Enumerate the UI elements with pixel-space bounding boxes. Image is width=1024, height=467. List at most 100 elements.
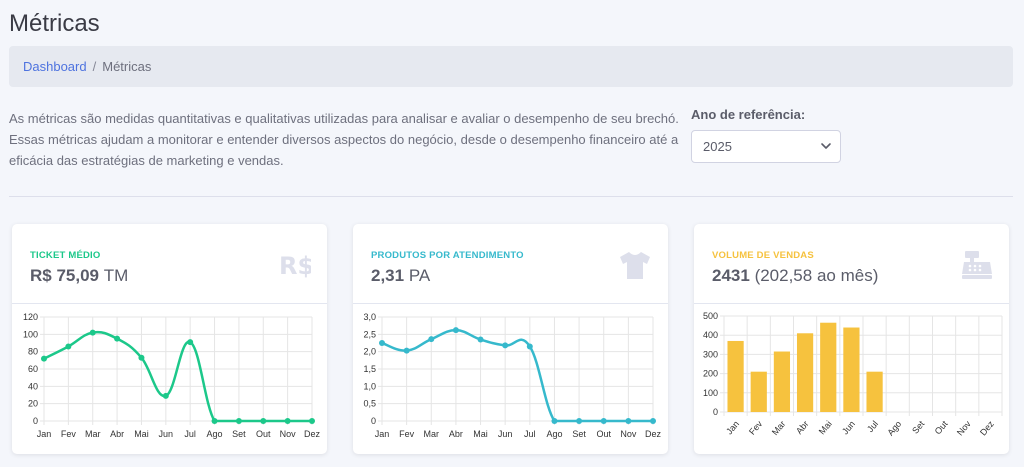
metric-value: R$ 75,09 xyxy=(30,266,99,285)
data-point xyxy=(551,418,558,424)
breadcrumb-separator: / xyxy=(92,59,97,74)
page-title: Métricas xyxy=(9,10,100,37)
x-tick-label: Nov xyxy=(280,429,297,439)
data-point xyxy=(65,343,72,350)
y-tick-label: 0 xyxy=(713,407,718,417)
x-tick-label: Fev xyxy=(399,429,415,439)
bar xyxy=(843,327,860,412)
y-tick-label: 80 xyxy=(28,347,38,357)
data-point xyxy=(502,342,509,349)
data-point xyxy=(600,418,607,424)
card-volume-vendas: VOLUME DE VENDAS 2431 (202,58 ao mês) 0 1… xyxy=(694,224,1009,454)
divider xyxy=(9,196,1013,197)
data-point xyxy=(187,339,194,346)
x-tick-label: Dez xyxy=(304,429,321,439)
y-tick-label: 0,5 xyxy=(363,399,376,409)
ticket-medio-chart: 0 20 40 60 80 100 120 Jan Fev Mar Abr Mai Jun Jul Ago S… xyxy=(23,312,321,439)
data-point xyxy=(235,418,242,424)
data-point xyxy=(576,418,583,424)
bar xyxy=(773,351,791,412)
x-tick-label: Out xyxy=(596,429,611,439)
x-tick-label: Dez xyxy=(978,418,996,437)
x-tick-label: Out xyxy=(256,429,271,439)
x-tick-label: Jul xyxy=(184,429,196,439)
chart-area: 0 0,5 1,0 1,5 2,0 2,5 3,0 Jan Fev Mar Abr Mai Jun Jul… xyxy=(353,304,668,454)
breadcrumb-current: Métricas xyxy=(102,59,152,74)
x-tick-label: Nov xyxy=(620,429,637,439)
y-tick-label: 120 xyxy=(23,312,38,322)
card-kicker: TICKET MÉDIO xyxy=(30,250,101,261)
breadcrumb-link-dashboard[interactable]: Dashboard xyxy=(23,59,87,74)
y-tick-label: 20 xyxy=(28,399,38,409)
card-kicker: VOLUME DE VENDAS xyxy=(712,250,814,261)
intro-text: As métricas são medidas quantitativas e … xyxy=(9,111,679,168)
data-point xyxy=(309,418,315,424)
y-tick-label: 1,0 xyxy=(363,381,376,391)
data-point xyxy=(138,354,145,361)
data-point xyxy=(477,336,484,343)
volume-vendas-chart: 0 100 200 300 400 500 Jan Fev Mar Abr Mai Jun Jul Ago… xyxy=(703,311,1003,438)
bar xyxy=(820,322,837,412)
x-tick-label: Jun xyxy=(498,429,513,439)
tshirt-icon xyxy=(620,252,650,279)
data-point xyxy=(114,335,121,342)
x-tick-label: Fev xyxy=(747,418,765,436)
data-point xyxy=(162,392,169,399)
y-tick-label: 0 xyxy=(371,416,376,426)
x-tick-label: Jan xyxy=(375,429,390,439)
card-kicker: PRODUTOS POR ATENDIMENTO xyxy=(371,250,524,261)
year-select[interactable]: 2025 xyxy=(691,130,841,163)
cash-register-icon xyxy=(962,251,992,279)
data-point xyxy=(625,418,632,424)
x-tick-label: Jul xyxy=(865,419,880,434)
metric-unit: PA xyxy=(408,266,431,285)
metric-unit: (202,58 ao mês) xyxy=(754,266,879,285)
metric-value: 2431 xyxy=(712,266,750,285)
card-value: 2,31 PA xyxy=(371,266,668,286)
x-tick-label: Mar xyxy=(85,429,101,439)
y-tick-label: 200 xyxy=(703,369,718,379)
x-tick-label: Mai xyxy=(134,429,149,439)
series-line xyxy=(43,330,312,423)
bar xyxy=(727,340,744,412)
data-point xyxy=(650,418,656,424)
x-tick-label: Set xyxy=(910,418,927,435)
year-select-value: 2025 xyxy=(703,139,732,154)
x-tick-label: Abr xyxy=(794,419,811,436)
bar xyxy=(750,371,767,412)
card-ticket-medio: TICKET MÉDIO R$ 75,09 TM R$ 0 20 40 60 80 100… xyxy=(12,224,327,454)
data-point xyxy=(403,347,410,354)
y-tick-label: 40 xyxy=(28,381,38,391)
x-tick-label: Ago xyxy=(207,429,223,439)
x-tick-label: Out xyxy=(933,418,950,436)
data-point xyxy=(526,343,533,350)
data-point xyxy=(379,340,385,346)
data-point xyxy=(452,327,459,334)
y-tick-label: 1,5 xyxy=(363,364,376,374)
metric-value: 2,31 xyxy=(371,266,405,285)
y-tick-label: 100 xyxy=(23,329,38,339)
x-tick-label: Jul xyxy=(524,429,536,439)
chart-area: 0 20 40 60 80 100 120 Jan Fev Mar Abr Mai Jun Jul Ago S… xyxy=(12,304,327,454)
y-tick-label: 2,0 xyxy=(363,347,376,357)
data-point xyxy=(41,355,47,362)
card-value: 2431 (202,58 ao mês) xyxy=(712,266,1009,286)
y-tick-label: 60 xyxy=(28,364,38,374)
svg-text:R$: R$ xyxy=(279,252,311,280)
y-tick-label: 2,5 xyxy=(363,329,376,339)
y-tick-label: 400 xyxy=(703,330,718,340)
x-tick-label: Abr xyxy=(449,429,463,439)
x-tick-label: Ago xyxy=(885,419,903,438)
bar xyxy=(796,333,814,412)
bar xyxy=(866,371,883,412)
card-value: R$ 75,09 TM xyxy=(30,266,327,286)
data-point xyxy=(89,329,96,336)
produtos-atendimento-chart: 0 0,5 1,0 1,5 2,0 2,5 3,0 Jan Fev Mar Abr Mai Jun Jul… xyxy=(363,312,661,439)
x-tick-label: Jan xyxy=(724,419,741,437)
x-tick-label: Set xyxy=(232,429,246,439)
y-tick-label: 300 xyxy=(703,349,718,359)
card-header: PRODUTOS POR ATENDIMENTO 2,31 PA xyxy=(353,224,668,304)
year-label: Ano de referência: xyxy=(691,107,806,122)
x-tick-label: Ago xyxy=(546,429,562,439)
y-tick-label: 100 xyxy=(703,388,718,398)
